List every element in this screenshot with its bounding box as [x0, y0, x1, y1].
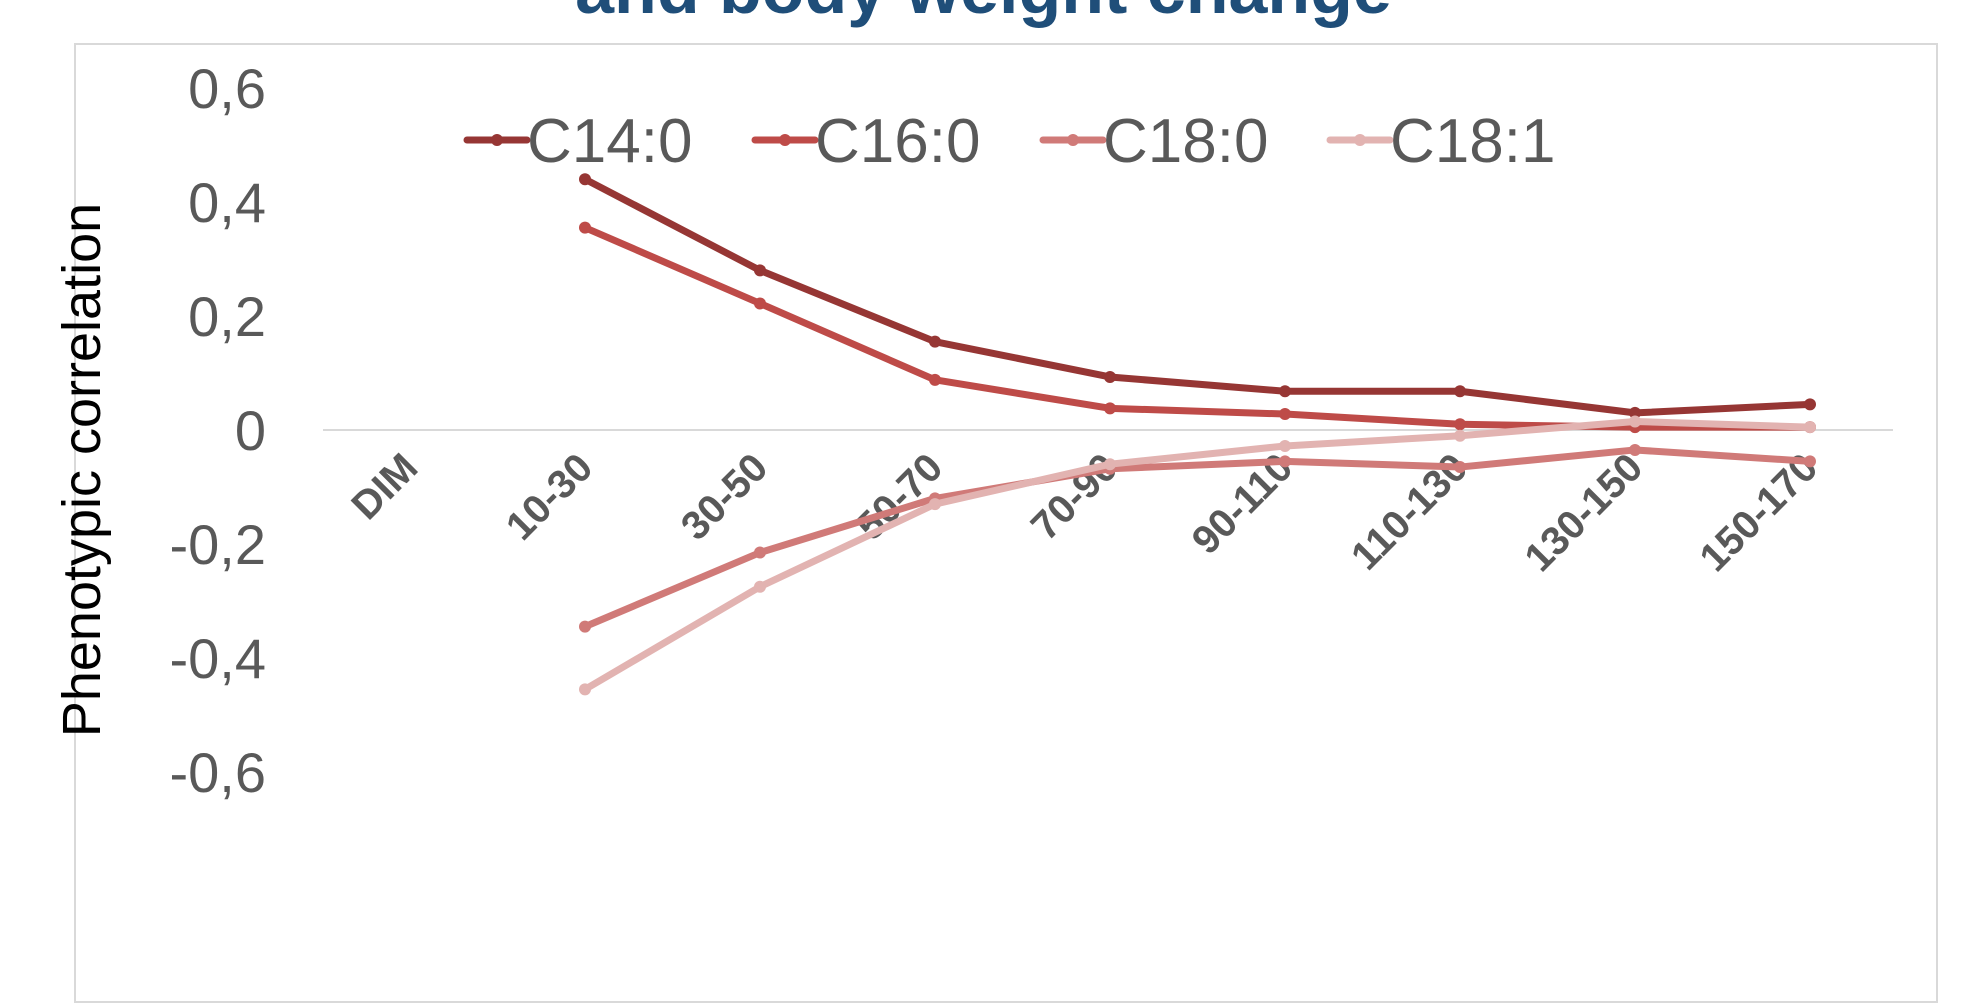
data-point: [754, 297, 766, 310]
data-point: [754, 580, 766, 593]
chart-title: and body weight change: [0, 0, 1967, 24]
legend-label: C14:0: [527, 107, 692, 176]
data-point: [754, 546, 766, 559]
data-point: [929, 335, 941, 348]
x-tick-label: 30-50: [673, 445, 776, 548]
legend-item: C18:1: [1326, 107, 1555, 176]
y-tick-label: -0,4: [170, 627, 267, 690]
y-tick-label: 0,6: [188, 57, 266, 120]
data-point: [754, 264, 766, 277]
data-point: [1104, 402, 1116, 415]
line-chart: 0,60,40,20-0,2-0,4-0,6 DIM 10-30 30-50 50-7…: [52, 57, 1893, 804]
data-point: [1279, 385, 1291, 398]
series-lines: [579, 173, 1816, 696]
series-C16-0: [579, 221, 1816, 434]
data-point: [1804, 455, 1816, 468]
x-axis-tick-labels: DIM 10-30 30-50 50-70 70-90 90-110 110-130 130-…: [343, 445, 1826, 580]
series-C14-0: [579, 173, 1816, 419]
legend-item: C14:0: [463, 107, 692, 176]
data-point: [929, 373, 941, 386]
legend-item: C16:0: [751, 107, 980, 176]
data-point: [579, 173, 591, 186]
series-line: [581, 446, 1814, 631]
x-tick-label: 130-150: [1516, 445, 1651, 580]
y-axis-title: Phenotypic correlation: [52, 203, 112, 737]
data-point: [1804, 421, 1816, 434]
data-point: [1454, 418, 1466, 431]
series-C18-0: [579, 443, 1816, 633]
y-tick-label: 0,4: [188, 171, 266, 234]
legend-swatch-marker: [779, 134, 791, 146]
legend-label: C16:0: [815, 107, 980, 176]
series-line: [581, 417, 1814, 693]
series-line: [581, 224, 1814, 431]
data-point: [1804, 398, 1816, 411]
data-point: [1279, 455, 1291, 468]
data-point: [1454, 461, 1466, 474]
x-tick-label: 10-30: [498, 445, 601, 548]
data-point: [1629, 443, 1641, 456]
data-point: [1279, 408, 1291, 421]
legend-swatch-marker: [1067, 134, 1079, 146]
data-point: [1104, 370, 1116, 383]
data-point: [579, 221, 591, 234]
data-point: [579, 683, 591, 696]
legend-swatch-marker: [1354, 134, 1366, 146]
y-tick-label: -0,6: [170, 741, 267, 804]
data-point: [579, 620, 591, 633]
y-tick-label: 0: [235, 399, 266, 462]
data-point: [1454, 385, 1466, 398]
data-point: [1629, 415, 1641, 428]
legend-swatch-marker: [491, 134, 503, 146]
legend: C14:0 C16:0 C18:0 C18:1: [463, 107, 1555, 176]
data-point: [1454, 429, 1466, 442]
data-point: [1279, 439, 1291, 452]
data-point: [1629, 406, 1641, 419]
series-line: [581, 175, 1814, 417]
y-axis-tick-labels: 0,6 0,4 0,2 0 -0,2 -0,4 -0,6: [170, 57, 267, 804]
data-point: [929, 498, 941, 511]
legend-item: C18:0: [1039, 107, 1268, 176]
data-point: [1104, 458, 1116, 471]
legend-label: C18:1: [1390, 107, 1555, 176]
y-tick-label: 0,2: [188, 285, 266, 348]
series-C18-1: [579, 415, 1816, 696]
y-tick-label: -0,2: [170, 513, 267, 576]
x-tick-label: DIM: [343, 445, 426, 528]
legend-label: C18:0: [1103, 107, 1268, 176]
